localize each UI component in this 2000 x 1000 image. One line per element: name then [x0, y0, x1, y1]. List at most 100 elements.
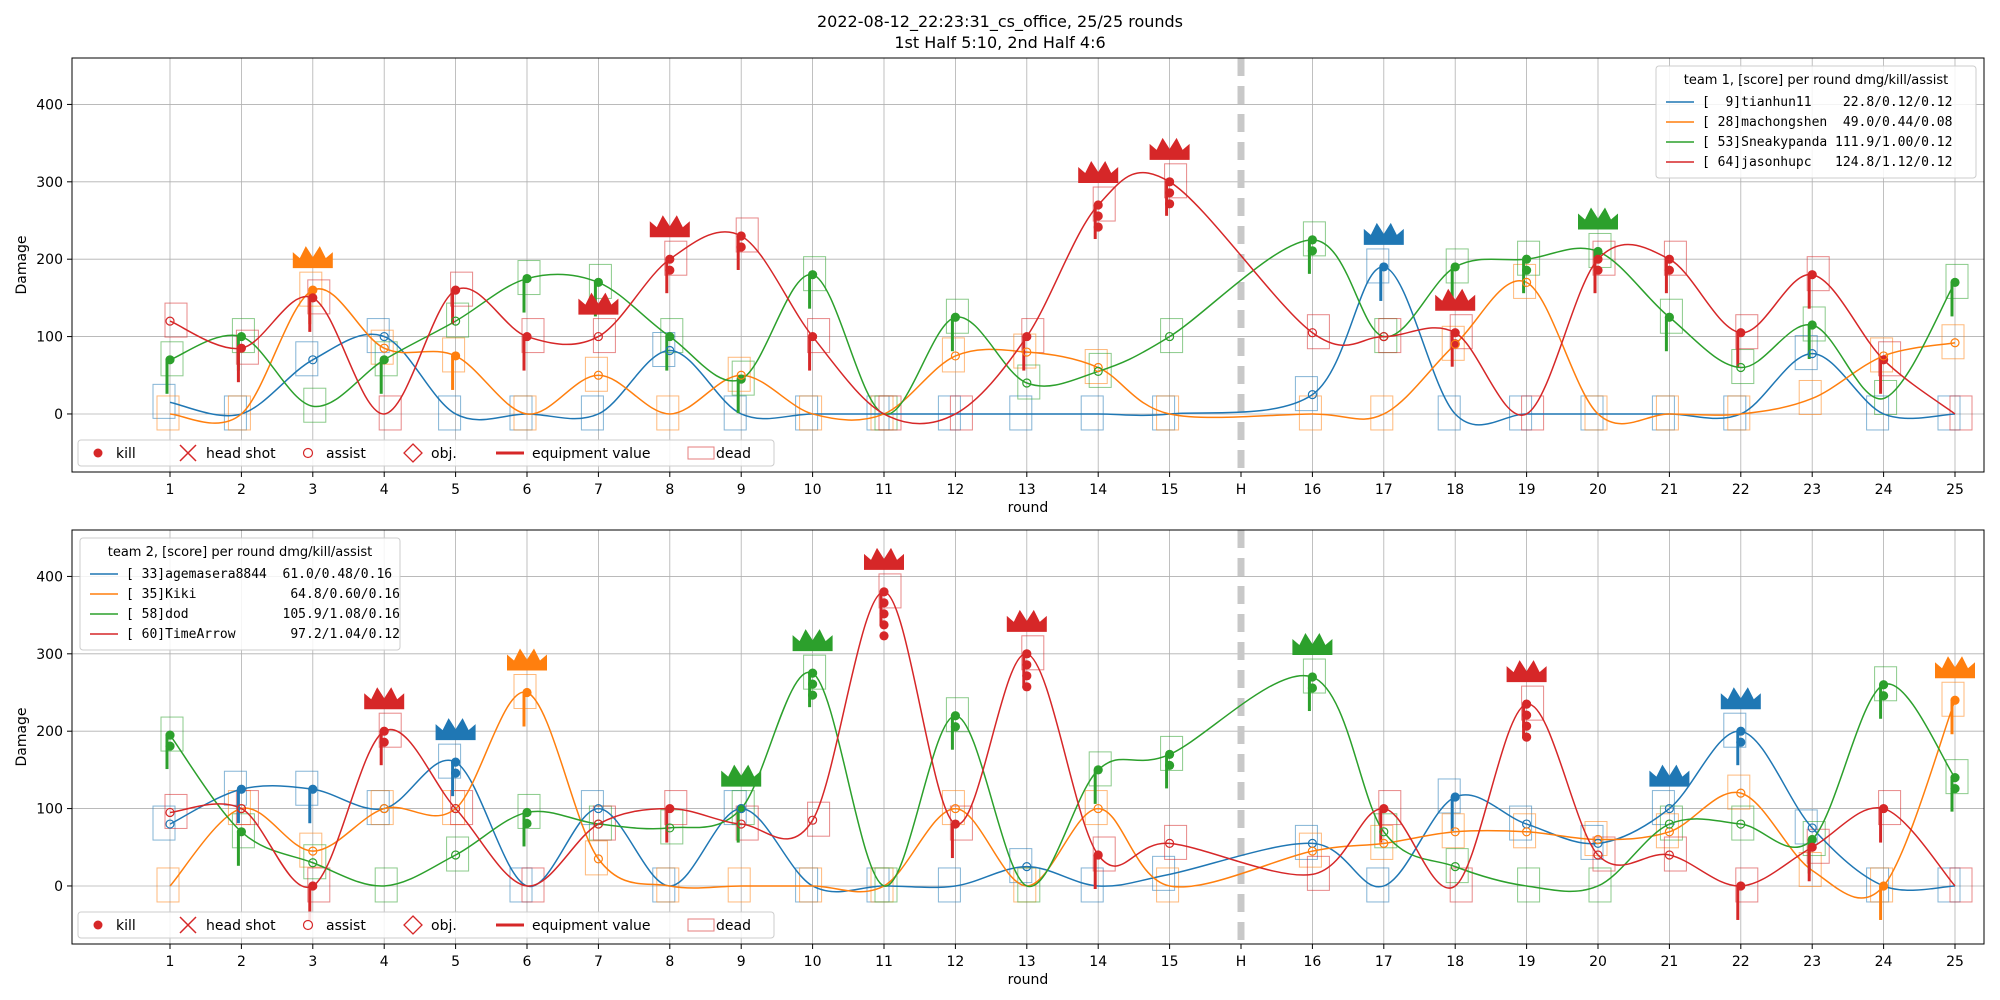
- mvp-crown-icon: [1935, 656, 1975, 679]
- round-box: [1521, 395, 1545, 431]
- x-tick-label: 15: [1161, 954, 1179, 970]
- assist-marker: [1878, 351, 1889, 361]
- round-box: [1866, 395, 1890, 431]
- round-box: [1949, 395, 1973, 431]
- round-box: [1298, 395, 1322, 431]
- round-box: [1294, 376, 1318, 412]
- y-axis-label: Damage: [14, 707, 30, 766]
- assist-marker: [950, 351, 961, 361]
- kill-marker: [879, 609, 889, 619]
- round-box: [592, 318, 616, 354]
- x-tick-label: 24: [1875, 482, 1893, 498]
- kill-marker: [1879, 691, 1889, 701]
- x-tick-label: 14: [1089, 482, 1107, 498]
- x-tick-label: 20: [1589, 482, 1607, 498]
- round-box: [1021, 635, 1045, 671]
- kill-marker: [1593, 254, 1603, 264]
- round-box: [521, 318, 545, 354]
- y-tick-label: 300: [36, 647, 63, 663]
- mvp-crown-icon: [1506, 660, 1547, 683]
- kill-marker: [165, 355, 175, 365]
- kill-marker: [451, 285, 461, 295]
- round-box: [1017, 364, 1041, 400]
- kill-legend-icon: [93, 448, 103, 458]
- kill-marker: [1165, 188, 1175, 198]
- round-box: [1588, 867, 1612, 903]
- round-box: [438, 395, 462, 431]
- kill-marker: [1664, 265, 1674, 275]
- round-box: [580, 395, 604, 431]
- x-tick-label: 2: [237, 482, 246, 498]
- round-box: [878, 395, 902, 431]
- round-box: [664, 790, 688, 826]
- kill-marker: [593, 277, 604, 288]
- legend-frame: [77, 911, 775, 939]
- legend-title: team 2, [score] per round dmg/kill/assis…: [108, 545, 373, 560]
- round-box: [660, 318, 684, 354]
- marker-legend-label: obj.: [431, 918, 457, 934]
- kill-marker: [1736, 328, 1746, 338]
- round-box: [152, 383, 176, 419]
- kill-marker: [1022, 682, 1032, 692]
- round-box: [295, 341, 319, 377]
- kill-marker: [522, 687, 532, 698]
- round-box: [799, 395, 823, 431]
- round-box: [1592, 836, 1616, 872]
- assist-marker: [950, 803, 961, 814]
- kill-marker: [308, 285, 318, 295]
- kill-marker: [1807, 320, 1817, 330]
- legend-entry: [ 33]agemasera8844 61.0/0.48/0.16: [126, 567, 392, 582]
- round-box: [1651, 790, 1675, 826]
- y-tick-label: 200: [36, 724, 63, 740]
- round-box: [446, 302, 470, 338]
- assist-marker: [736, 819, 746, 829]
- round-box: [1009, 848, 1033, 884]
- kill-marker: [1379, 262, 1389, 272]
- x-tick-label: 6: [523, 482, 532, 498]
- kill-marker: [236, 827, 246, 837]
- kill-marker: [1165, 749, 1175, 760]
- x-tick-label: 16: [1303, 954, 1321, 970]
- kill-marker: [308, 293, 318, 303]
- kill-marker: [1807, 834, 1817, 845]
- x-tick-label: 10: [804, 954, 822, 970]
- round-box: [1445, 848, 1469, 884]
- round-box: [949, 395, 973, 431]
- round-box: [1655, 395, 1679, 431]
- round-box: [1509, 805, 1533, 841]
- round-box: [235, 790, 259, 826]
- round-box: [1449, 867, 1473, 903]
- x-tick-label: 7: [594, 954, 603, 970]
- legend-entry: [ 64]jasonhupc 124.8/1.12/0.12: [1702, 155, 1952, 170]
- kill-marker: [808, 668, 818, 678]
- assist-marker: [165, 819, 175, 829]
- marker-legend-label: obj.: [431, 446, 457, 462]
- kill-marker: [522, 273, 532, 284]
- round-box: [945, 298, 969, 334]
- assist-marker: [1736, 788, 1746, 798]
- round-box: [1378, 790, 1402, 826]
- kill-marker: [1879, 680, 1889, 690]
- kill-marker: [665, 803, 675, 814]
- dead-legend-icon: [687, 918, 715, 932]
- marker-legend: kill head shot assist obj. equipment value de…: [77, 911, 775, 939]
- series-line: [169, 280, 1956, 425]
- x-tick-label: 22: [1732, 482, 1750, 498]
- kill-marker: [879, 620, 889, 630]
- axes-frame: [71, 529, 1985, 945]
- kill-marker: [1664, 254, 1674, 264]
- round-box: [1521, 685, 1545, 721]
- round-box: [1874, 666, 1898, 702]
- assist-marker: [1379, 331, 1389, 342]
- marker-legend-label: assist: [326, 446, 366, 462]
- x-tick-label: 12: [946, 482, 964, 498]
- round-box: [1941, 324, 1965, 360]
- x-tick-label: 6: [523, 954, 532, 970]
- marker-legend-label: kill: [116, 918, 136, 934]
- assist-marker: [379, 343, 389, 353]
- round-box: [1945, 759, 1969, 795]
- round-box: [1009, 395, 1033, 431]
- assist-marker: [1807, 823, 1817, 833]
- round-box: [1794, 335, 1818, 371]
- round-box: [949, 805, 973, 841]
